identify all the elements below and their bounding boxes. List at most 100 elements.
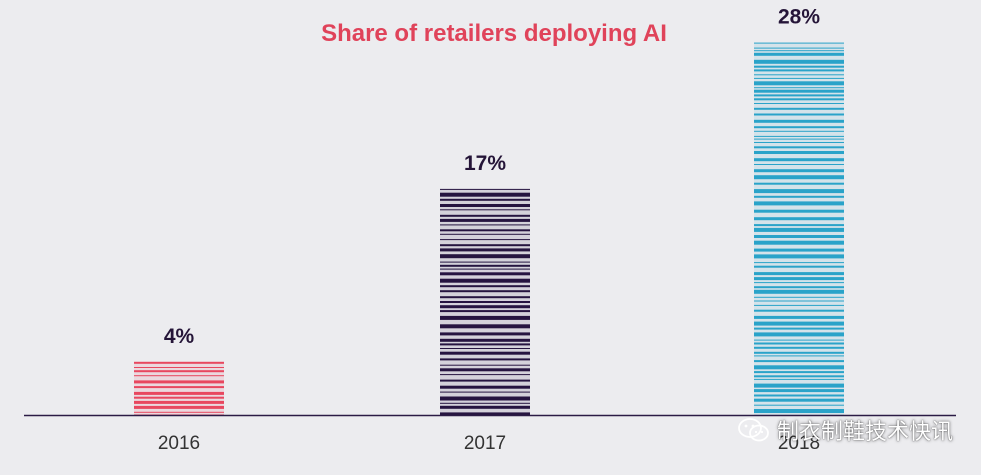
bar-stripe [754, 296, 844, 298]
bar-stripe [134, 396, 224, 399]
bar-stripe [440, 264, 530, 267]
bar-stripe [440, 405, 530, 409]
bar-stripe [754, 164, 844, 165]
bar-stripe [754, 355, 844, 357]
bar-stripe [754, 409, 844, 413]
bar-stripe [440, 278, 530, 283]
bar-stripe [754, 169, 844, 173]
bar-stripe [134, 367, 224, 368]
bar-stripe [754, 130, 844, 132]
bar-stripe [754, 327, 844, 330]
bar-stripe [440, 343, 530, 346]
bar-stripe [440, 391, 530, 393]
bar-stripe [754, 262, 844, 264]
bar-stripe [440, 351, 530, 355]
bar-stripe [754, 151, 844, 154]
bar-stripe [440, 268, 530, 270]
bar-stripe [754, 304, 844, 306]
bar-stripe [440, 209, 530, 211]
bar-stripe [440, 224, 530, 226]
chart-title: Share of retailers deploying AI [321, 20, 667, 47]
bar-stripe [440, 244, 530, 247]
bar-stripe [754, 209, 844, 213]
bar-stripe [440, 254, 530, 259]
bar-stripe [754, 224, 844, 227]
bar-stripe [754, 254, 844, 259]
bar-stripe [754, 146, 844, 149]
bar-stripe [754, 81, 844, 86]
bar-stripe [440, 192, 530, 197]
bar-stripe [754, 201, 844, 206]
bar-stripe [440, 188, 530, 190]
bar-stripe [134, 391, 224, 395]
value-label: 4% [164, 325, 195, 348]
bar-stripe [754, 113, 844, 116]
bar-stripe [754, 398, 844, 402]
bar-stripe [754, 94, 844, 97]
bar-stripe [754, 175, 844, 180]
x-tick-label: 2016 [158, 433, 200, 454]
bar-stripe [134, 405, 224, 409]
bar-stripe [754, 365, 844, 370]
bar-stripe [754, 371, 844, 374]
bar-stripe [440, 301, 530, 303]
bar-stripe [440, 396, 530, 401]
bar-stripe [754, 126, 844, 129]
bar-stripe [754, 69, 844, 72]
bar-stripe [440, 305, 530, 309]
bar-stripe [440, 204, 530, 207]
bar-stripe [754, 65, 844, 68]
bar-stripe [440, 332, 530, 336]
bar-stripe [440, 218, 530, 222]
bar-stripe [754, 182, 844, 185]
bar-stripe [440, 272, 530, 276]
value-label: 17% [464, 152, 506, 175]
bar-stripe [754, 389, 844, 393]
bar-stripe [440, 412, 530, 416]
bar-stripe [754, 289, 844, 294]
bar-2016 [134, 361, 224, 416]
bar-stripe [134, 361, 224, 364]
bar-stripe [440, 285, 530, 288]
bar-stripe [754, 375, 844, 378]
bar-stripe [754, 217, 844, 221]
bar-stripe [754, 248, 844, 252]
bar-stripe [754, 103, 844, 104]
bar-stripe [440, 315, 530, 320]
bar-stripe [754, 47, 844, 49]
bar-stripe [134, 380, 224, 384]
bar-stripe [754, 321, 844, 326]
bar-stripe [134, 400, 224, 404]
bar-stripe [440, 358, 530, 361]
bar-stripe [754, 158, 844, 162]
bar-stripe [440, 296, 530, 299]
bar-stripe [754, 383, 844, 388]
bar-stripe [754, 59, 844, 64]
bar-stripe [134, 386, 224, 389]
bar-stripe [754, 378, 844, 380]
bar-stripe [754, 394, 844, 397]
bar-stripe [754, 346, 844, 349]
bar-stripe [754, 235, 844, 238]
bar-stripe [754, 135, 844, 137]
bar-stripe [440, 214, 530, 217]
watermark: 制衣制鞋技术快讯 [737, 414, 953, 446]
bar-stripe [754, 89, 844, 93]
bar-stripe [754, 404, 844, 406]
bar-stripe [754, 189, 844, 194]
bar-stripe [754, 138, 844, 140]
bar-stripe [754, 272, 844, 276]
bar-stripe [754, 74, 844, 76]
wechat-icon [738, 418, 769, 442]
bar-2018 [754, 42, 844, 415]
bar-stripe [754, 227, 844, 232]
bar-stripe [440, 374, 530, 376]
bar-stripe [440, 198, 530, 201]
bar-stripe [440, 239, 530, 241]
bar-stripe [134, 375, 224, 377]
bar-stripe [440, 248, 530, 252]
bar-stripe [754, 195, 844, 198]
bar-stripe [754, 87, 844, 89]
bar-stripe [754, 265, 844, 268]
